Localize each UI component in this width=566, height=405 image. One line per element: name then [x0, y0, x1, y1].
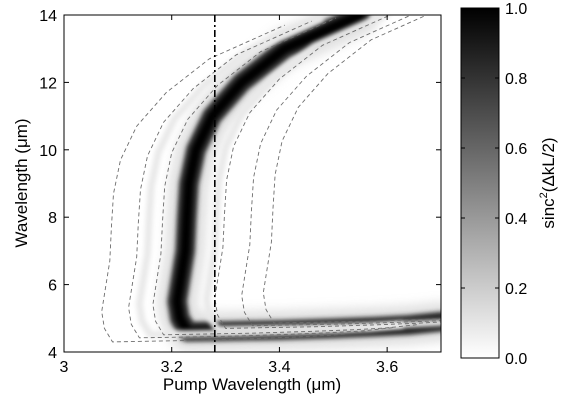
- y-tick-label: 14: [39, 8, 57, 25]
- colorbar-ticks: 0.0 0.2 0.4 0.6 0.8 1.0: [461, 1, 527, 368]
- x-axis: 3 3.2 3.4 3.6: [60, 15, 398, 376]
- colorbar-tick-label: 0.2: [505, 281, 527, 298]
- colorbar-label-sup: 2: [538, 192, 550, 198]
- contour-layer: [101, 15, 441, 343]
- x-tick-label: 3.6: [376, 359, 398, 376]
- x-tick-label: 3.4: [268, 359, 290, 376]
- y-tick-label: 6: [48, 278, 57, 295]
- heatmap-layer: [135, 15, 441, 352]
- plot-frame: [63, 14, 442, 353]
- colorbar-tick-label: 0.6: [505, 141, 527, 158]
- y-axis-label: Wavelength (μm): [12, 118, 31, 247]
- colorbar-tick-label: 0.0: [505, 351, 527, 368]
- contour-line: [262, 15, 441, 324]
- x-tick-label: 3.2: [161, 359, 183, 376]
- contour-line: [152, 17, 417, 336]
- y-axis: 4 6 8 10 12 14: [39, 8, 441, 362]
- contour-line: [241, 15, 441, 327]
- x-axis-label: Pump Wavelength (μm): [163, 375, 341, 394]
- y-tick-label: 8: [48, 210, 57, 227]
- contour-line: [214, 15, 441, 329]
- colorbar-label-main: sinc: [539, 198, 558, 229]
- colorbar: [460, 7, 500, 359]
- contour-line: [101, 24, 366, 343]
- colorbar-tick-label: 0.8: [505, 71, 527, 88]
- y-tick-label: 12: [39, 75, 57, 92]
- x-tick-label: 3: [60, 359, 69, 376]
- contour-line: [128, 20, 393, 339]
- ridge-sidelobe: [203, 15, 441, 334]
- colorbar-label-arg: (ΔkL/2): [539, 137, 558, 192]
- colorbar-tick-label: 0.4: [505, 211, 527, 228]
- colorbar-label: sinc2(ΔkL/2): [538, 137, 558, 228]
- y-tick-label: 4: [48, 345, 57, 362]
- colorbar-tick-label: 1.0: [505, 1, 527, 18]
- y-tick-label: 10: [39, 143, 57, 160]
